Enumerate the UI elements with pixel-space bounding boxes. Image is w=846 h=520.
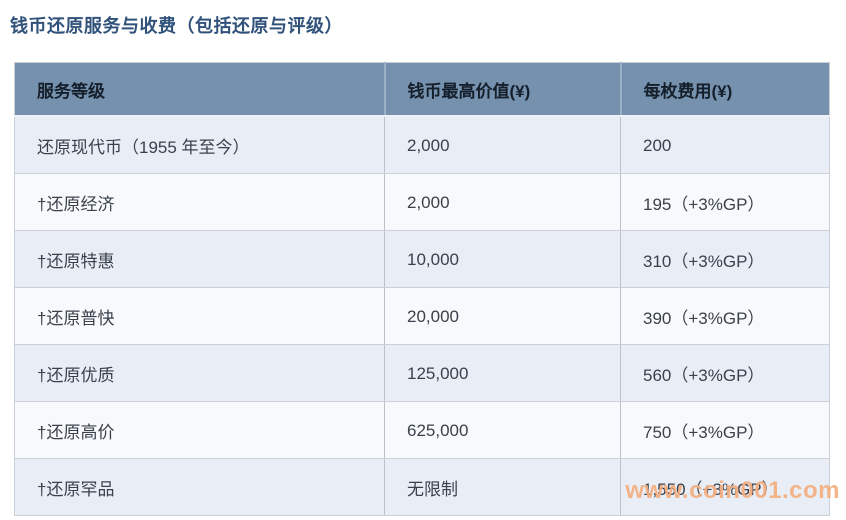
fee-cell: 310（+3%GP） [620, 230, 830, 288]
table-row: †还原罕品 无限制 1,550（+3%GP） [14, 458, 830, 516]
table-row: †还原特惠 10,000 310（+3%GP） [14, 230, 830, 288]
max-value-cell: 无限制 [384, 458, 621, 516]
table-row: †还原普快 20,000 390（+3%GP） [14, 287, 830, 345]
table-row: 还原现代币（1955 年至今） 2,000 200 [14, 116, 830, 174]
watermark-url: www.coin001.com [625, 477, 840, 504]
service-level-cell: 还原现代币（1955 年至今） [14, 116, 385, 174]
table-body: 还原现代币（1955 年至今） 2,000 200 †还原经济 2,000 19… [14, 116, 830, 516]
max-value-cell: 125,000 [384, 344, 621, 402]
max-value-cell: 10,000 [384, 230, 621, 288]
service-level-cell: †还原普快 [14, 287, 385, 345]
service-level-cell: †还原经济 [14, 173, 385, 231]
max-value-cell: 2,000 [384, 173, 621, 231]
max-value-cell: 20,000 [384, 287, 621, 345]
header-service-level: 服务等级 [14, 62, 385, 117]
service-level-cell: †还原高价 [14, 401, 385, 459]
service-level-cell: †还原优质 [14, 344, 385, 402]
fee-cell: 195（+3%GP） [620, 173, 830, 231]
service-level-cell: †还原特惠 [14, 230, 385, 288]
fee-cell: 390（+3%GP） [620, 287, 830, 345]
max-value-cell: 625,000 [384, 401, 621, 459]
fee-cell: 1,550（+3%GP） [620, 458, 830, 516]
header-max-value: 钱币最高价值(¥) [383, 62, 621, 117]
table-row: †还原经济 2,000 195（+3%GP） [14, 173, 830, 231]
header-fee-per-coin: 每枚费用(¥) [619, 62, 830, 117]
pricing-table: 服务等级 钱币最高价值(¥) 每枚费用(¥) 还原现代币（1955 年至今） 2… [14, 62, 830, 516]
table-header-row: 服务等级 钱币最高价值(¥) 每枚费用(¥) [14, 62, 830, 117]
fee-cell: 560（+3%GP） [620, 344, 830, 402]
fee-cell: 200 [620, 116, 830, 174]
table-row: †还原优质 125,000 560（+3%GP） [14, 344, 830, 402]
service-level-cell: †还原罕品 [14, 458, 385, 516]
fee-cell: 750（+3%GP） [620, 401, 830, 459]
table-header: 服务等级 钱币最高价值(¥) 每枚费用(¥) [14, 62, 830, 117]
table-row: †还原高价 625,000 750（+3%GP） [14, 401, 830, 459]
max-value-cell: 2,000 [384, 116, 621, 174]
page-title: 钱币还原服务与收费（包括还原与评级） [10, 16, 343, 36]
